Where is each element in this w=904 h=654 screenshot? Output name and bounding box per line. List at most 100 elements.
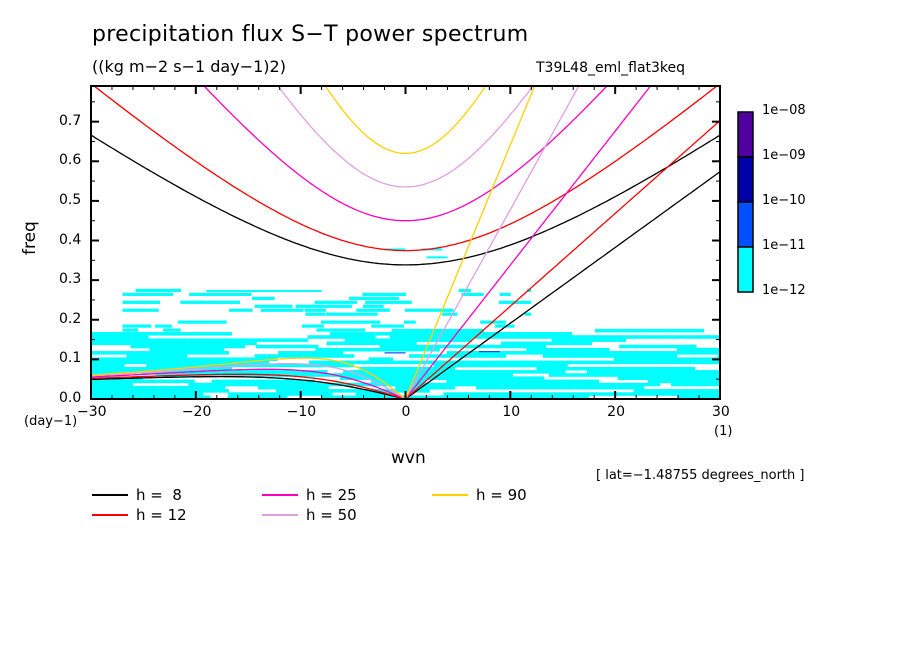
chart-title: precipitation flux S−T power spectrum [92, 22, 529, 47]
contour-patch [395, 385, 456, 390]
contour-patch [187, 338, 266, 342]
contour-patch [286, 354, 303, 358]
contour-patch [594, 351, 666, 355]
contour-patch [706, 389, 720, 393]
contour-patch [193, 341, 226, 346]
legend-label: h = 25 [306, 486, 357, 504]
kelvin-wave-curve [405, 120, 720, 399]
y-tick-label: 0.1 [59, 350, 82, 367]
contour-patch [561, 385, 575, 390]
contour-patch [403, 320, 416, 324]
contour-patch [254, 304, 293, 308]
inertia-gravity-curve [203, 86, 608, 222]
contour-patch [325, 312, 378, 316]
contour-patch [212, 357, 231, 361]
contour-patch [670, 376, 720, 380]
contour-patch [443, 360, 493, 365]
contour-patch [91, 395, 143, 399]
contour-patch [149, 347, 225, 352]
contour-patch [614, 357, 627, 361]
contour-patch [488, 363, 550, 368]
contour-patch [401, 382, 478, 387]
contour-patch [91, 332, 160, 336]
x-axis-units: (1) [714, 424, 733, 439]
contour-patch [717, 354, 720, 358]
contour-patch [324, 389, 358, 393]
contour-patch [371, 324, 404, 328]
legend-item: h = 25 [262, 486, 357, 504]
dataset-label: T39L48_eml_flat3keq [536, 60, 686, 76]
contour-patch [254, 354, 267, 358]
contour-patch [115, 382, 133, 387]
y-tick-label: 0.5 [59, 191, 82, 208]
legend-item: h = 90 [432, 486, 527, 504]
contour-patch [305, 312, 326, 316]
contour-patch [180, 300, 240, 304]
contour-patch [493, 392, 555, 396]
legend-label: h = 50 [306, 506, 357, 524]
legend-item: h = 8 [92, 486, 182, 504]
contour-patch [387, 395, 440, 399]
contour-patch [276, 389, 325, 393]
legend-line-swatch [92, 494, 128, 496]
contour-patch [616, 335, 647, 339]
contour-patch [229, 308, 253, 312]
contour-patch [574, 385, 645, 390]
contour-patch [356, 308, 390, 312]
contour-patch [427, 354, 445, 358]
contour-patch [627, 328, 705, 333]
kelvin-wave-curve [405, 171, 720, 399]
contour-patch [536, 366, 571, 371]
contour-patch [132, 341, 194, 346]
y-tick-label: 0.3 [59, 271, 82, 288]
contour-patch [189, 292, 252, 296]
contour-patch [483, 335, 534, 339]
contour-patch [379, 344, 444, 349]
contour-patch [565, 382, 610, 387]
contour-patch [321, 395, 388, 399]
contour-patch [175, 332, 194, 336]
contour-patch [524, 332, 556, 336]
contour-patch [543, 360, 575, 365]
colorbar-label: 1e−11 [762, 238, 806, 253]
contour-patch [142, 395, 163, 399]
legend-line-swatch [262, 494, 298, 496]
contour-patch [389, 335, 484, 339]
contour-patch [269, 385, 329, 390]
contour-patch [665, 351, 679, 355]
contour-patch [355, 382, 372, 387]
contour-patch [384, 352, 406, 354]
contour-patch [444, 354, 468, 358]
contour-patch [297, 351, 344, 355]
contour-patch [443, 344, 525, 349]
contour-patch [315, 347, 405, 352]
contour-patch [161, 379, 195, 384]
contour-patch [542, 354, 592, 358]
contour-patch [522, 370, 566, 374]
contour-patch [433, 363, 489, 368]
contour-patch [586, 370, 669, 374]
contour-patch [159, 332, 176, 336]
contour-patch [609, 373, 690, 377]
contour-patch [617, 376, 671, 380]
y-tick-label: 0.6 [59, 152, 82, 169]
legend-line-swatch [432, 494, 468, 496]
contour-patch [676, 347, 720, 352]
contour-patch [591, 354, 678, 358]
inertia-gravity-curve [277, 86, 534, 188]
contour-patch [329, 332, 375, 336]
contour-patch [650, 392, 699, 396]
contour-patch [275, 363, 333, 368]
contour-patch [254, 360, 270, 365]
contour-patch [135, 288, 182, 293]
contour-patch [495, 324, 515, 328]
colorbar-label: 1e−12 [762, 283, 806, 298]
contour-patch [130, 366, 203, 371]
contour-patch [155, 324, 172, 328]
colorbar-label: 1e−10 [762, 193, 806, 208]
contour-patch [120, 338, 188, 342]
contour-patch [193, 332, 232, 336]
contour-patch [692, 360, 720, 365]
rossby-wave-curve [91, 373, 406, 399]
contour-patch [678, 395, 700, 399]
